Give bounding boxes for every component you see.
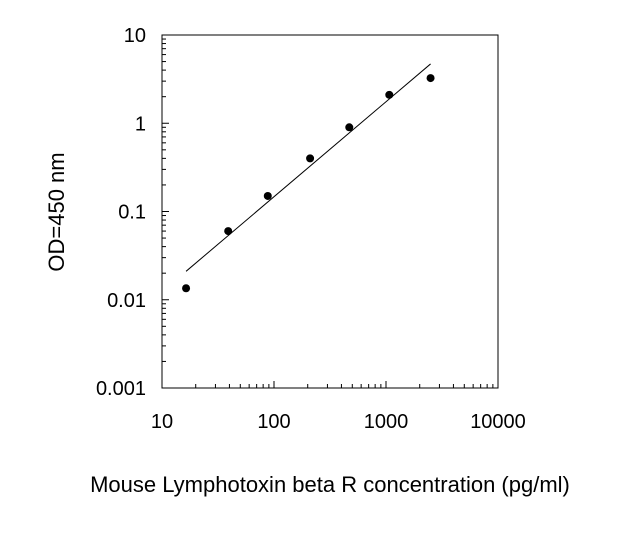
y-tick-label: 0.1 bbox=[118, 202, 146, 224]
y-tick-label: 10 bbox=[124, 25, 146, 47]
axis-ticks bbox=[161, 34, 499, 389]
data-points bbox=[182, 74, 435, 293]
x-tick-label: 10 bbox=[151, 411, 173, 433]
tick-labels: 10 100 1000 10000 0.001 0.01 0.1 1 10 bbox=[96, 25, 526, 433]
x-tick-label: 10000 bbox=[470, 411, 526, 433]
x-tick-label: 1000 bbox=[364, 411, 409, 433]
data-point bbox=[306, 154, 315, 163]
y-tick-label: 0.01 bbox=[107, 290, 146, 312]
data-point bbox=[182, 284, 191, 293]
y-axis-title: OD=450 nm bbox=[44, 152, 69, 271]
plot-frame bbox=[161, 34, 499, 389]
data-point bbox=[224, 227, 233, 236]
fit-line bbox=[185, 63, 431, 272]
fit-line-group bbox=[185, 63, 431, 272]
data-point bbox=[263, 191, 272, 200]
y-tick-label: 1 bbox=[135, 113, 146, 135]
plot-area bbox=[161, 34, 499, 389]
x-tick-label: 100 bbox=[257, 411, 290, 433]
data-point bbox=[385, 90, 394, 99]
y-tick-label: 0.001 bbox=[96, 378, 146, 400]
data-point bbox=[345, 123, 354, 132]
data-point bbox=[426, 74, 435, 83]
x-axis-title: Mouse Lymphotoxin beta R concentration (… bbox=[90, 472, 570, 497]
